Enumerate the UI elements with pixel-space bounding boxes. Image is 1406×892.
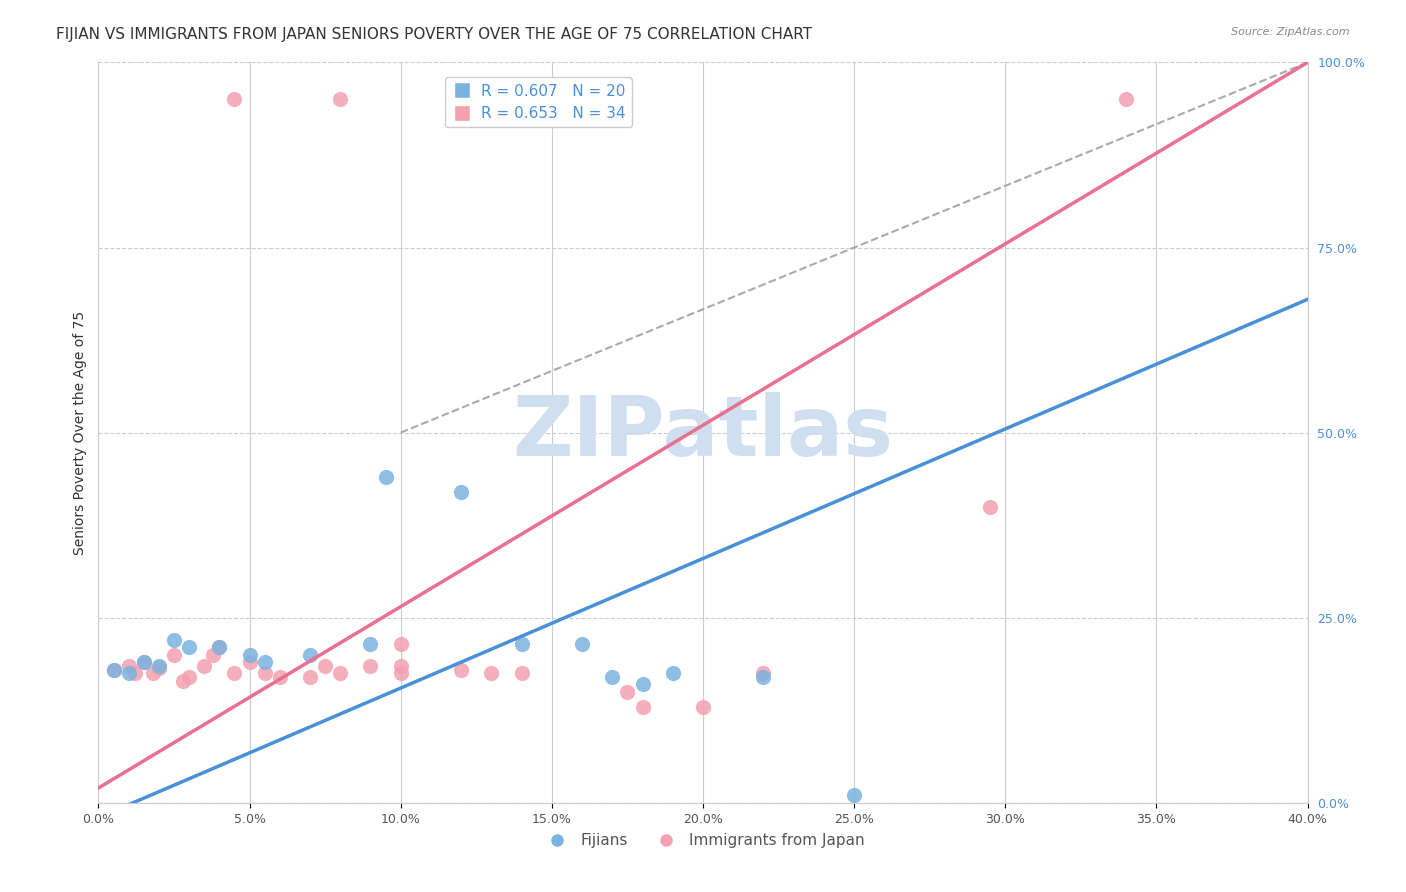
Point bbox=[360, 637, 382, 651]
Point bbox=[602, 670, 624, 684]
Point bbox=[979, 500, 1001, 514]
Point bbox=[450, 484, 472, 499]
Point bbox=[148, 658, 170, 673]
Point bbox=[752, 666, 775, 681]
Point bbox=[118, 666, 141, 681]
Text: ZIPatlas: ZIPatlas bbox=[513, 392, 893, 473]
Point bbox=[374, 470, 396, 484]
Point bbox=[103, 663, 125, 677]
Point bbox=[510, 666, 533, 681]
Point bbox=[103, 663, 125, 677]
Point bbox=[208, 640, 231, 655]
Point bbox=[253, 655, 276, 669]
Text: Source: ZipAtlas.com: Source: ZipAtlas.com bbox=[1232, 27, 1350, 37]
Point bbox=[661, 666, 683, 681]
Point bbox=[450, 663, 472, 677]
Point bbox=[314, 658, 336, 673]
Point bbox=[844, 789, 866, 803]
Point bbox=[172, 673, 194, 688]
Point bbox=[299, 648, 322, 662]
Point bbox=[224, 666, 246, 681]
Point bbox=[329, 666, 352, 681]
Point bbox=[118, 658, 141, 673]
Point bbox=[132, 655, 155, 669]
Point bbox=[631, 677, 654, 691]
Point bbox=[571, 637, 593, 651]
Point bbox=[616, 685, 638, 699]
Text: FIJIAN VS IMMIGRANTS FROM JAPAN SENIORS POVERTY OVER THE AGE OF 75 CORRELATION C: FIJIAN VS IMMIGRANTS FROM JAPAN SENIORS … bbox=[56, 27, 813, 42]
Point bbox=[132, 655, 155, 669]
Point bbox=[253, 666, 276, 681]
Point bbox=[360, 658, 382, 673]
Point bbox=[142, 666, 165, 681]
Point bbox=[631, 699, 654, 714]
Point bbox=[208, 640, 231, 655]
Point bbox=[329, 92, 352, 106]
Point bbox=[510, 637, 533, 651]
Point bbox=[389, 658, 412, 673]
Point bbox=[193, 658, 215, 673]
Point bbox=[224, 92, 246, 106]
Point bbox=[163, 648, 186, 662]
Point bbox=[299, 670, 322, 684]
Point bbox=[148, 661, 170, 675]
Point bbox=[1115, 92, 1137, 106]
Point bbox=[239, 655, 262, 669]
Point bbox=[389, 666, 412, 681]
Point bbox=[202, 648, 225, 662]
Point bbox=[163, 632, 186, 647]
Point bbox=[692, 699, 714, 714]
Point bbox=[389, 637, 412, 651]
Point bbox=[239, 648, 262, 662]
Y-axis label: Seniors Poverty Over the Age of 75: Seniors Poverty Over the Age of 75 bbox=[73, 310, 87, 555]
Point bbox=[752, 670, 775, 684]
Point bbox=[179, 640, 201, 655]
Legend: Fijians, Immigrants from Japan: Fijians, Immigrants from Japan bbox=[536, 827, 870, 855]
Point bbox=[124, 666, 146, 681]
Point bbox=[269, 670, 291, 684]
Point bbox=[179, 670, 201, 684]
Point bbox=[481, 666, 503, 681]
